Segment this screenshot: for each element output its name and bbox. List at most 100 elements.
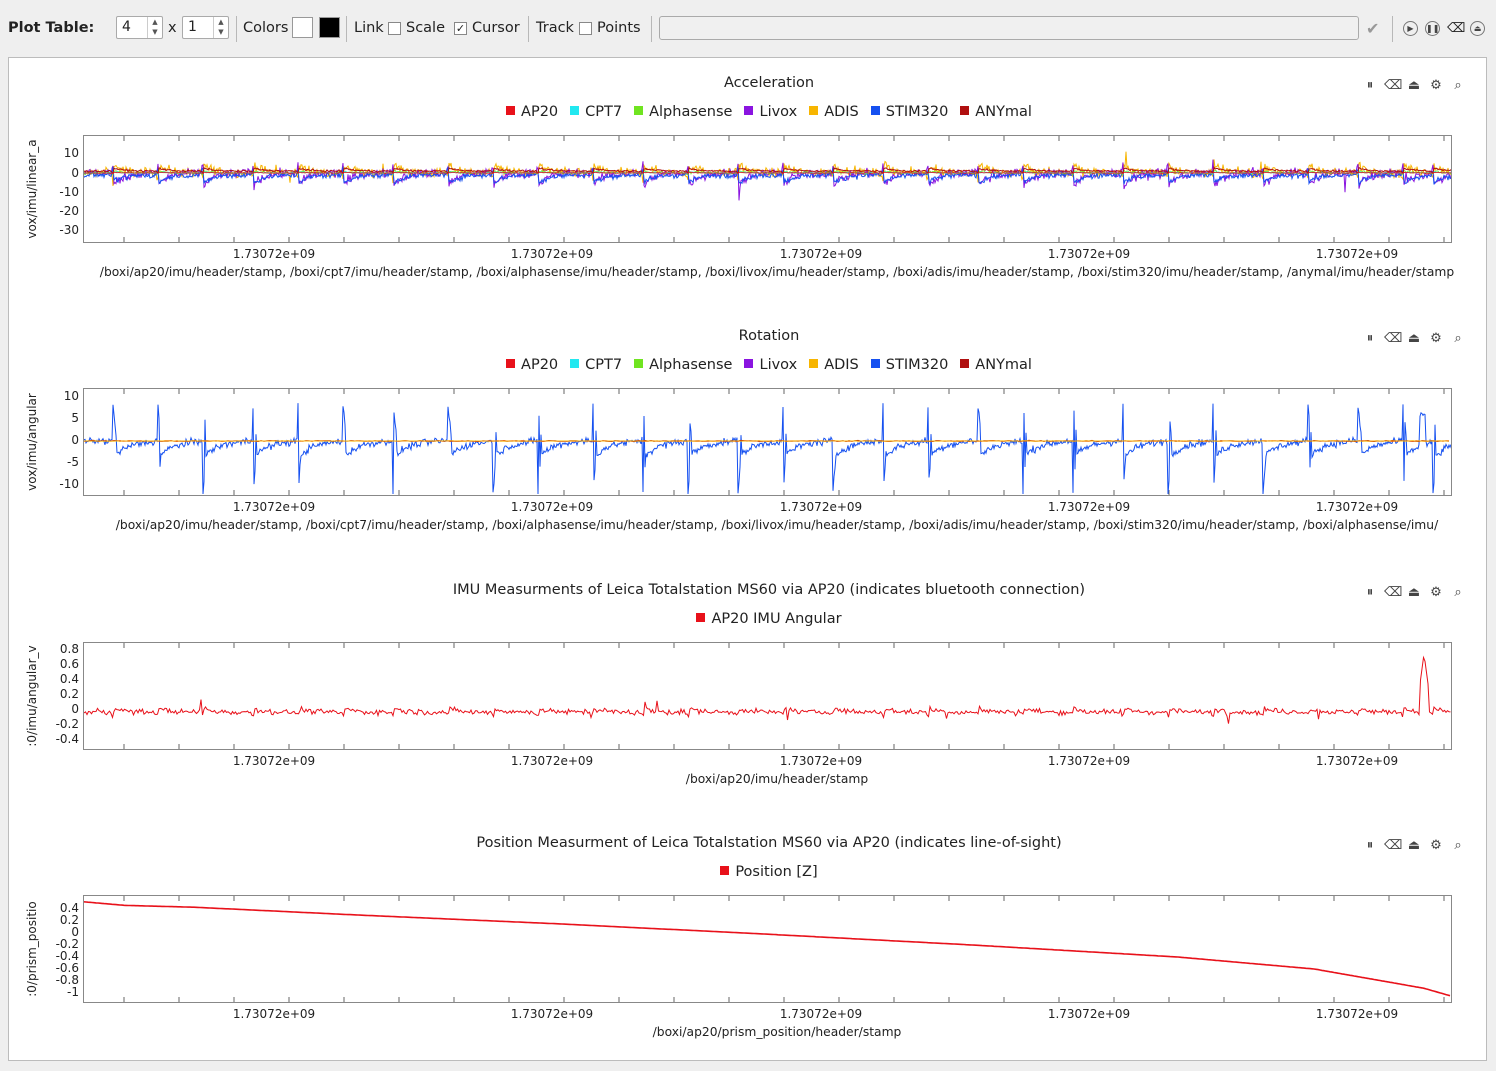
- y-tick-label: 0.2: [60, 687, 79, 701]
- eject-icon[interactable]: ⏏: [1406, 585, 1422, 601]
- plot-canvas[interactable]: [83, 388, 1452, 496]
- legend-item[interactable]: ADIS: [809, 357, 859, 373]
- legend-item[interactable]: Alphasense: [634, 357, 732, 373]
- x-tick-label: 1.73072e+09: [1048, 754, 1130, 768]
- up-arrow-icon[interactable]: ▲: [214, 17, 228, 27]
- scale-checkbox[interactable]: Scale: [388, 14, 445, 42]
- legend: AP20 CPT7 Alphasense Livox ADIS STIM320 ANYmal: [9, 357, 1496, 373]
- pause-icon[interactable]: ⏸: [1362, 838, 1378, 854]
- clear-icon[interactable]: ⌫: [1384, 838, 1400, 854]
- legend-item[interactable]: Alphasense: [634, 104, 732, 120]
- plot-canvas[interactable]: [83, 642, 1452, 750]
- eject-icon[interactable]: ⏏: [1406, 331, 1422, 347]
- x-tick-label: 1.73072e+09: [233, 754, 315, 768]
- foreground-color-button[interactable]: [319, 17, 340, 38]
- plot-svg[interactable]: [84, 643, 1451, 749]
- plot-canvas[interactable]: [83, 895, 1452, 1003]
- legend-item[interactable]: Livox: [744, 357, 797, 373]
- checkmark-icon[interactable]: ✔: [1366, 14, 1379, 42]
- legend-item[interactable]: ADIS: [809, 104, 859, 120]
- cols-stepper[interactable]: ▲▼: [213, 17, 228, 38]
- down-arrow-icon[interactable]: ▼: [214, 27, 228, 37]
- legend-item[interactable]: CPT7: [570, 104, 622, 120]
- gear-icon[interactable]: ⚙: [1428, 331, 1444, 347]
- plot-title: Acceleration: [9, 75, 1496, 91]
- separator: [1392, 16, 1393, 42]
- y-tick-label: 0.8: [60, 642, 79, 656]
- y-tick-label: 10: [64, 146, 79, 160]
- legend-swatch: [809, 106, 818, 115]
- clear-icon[interactable]: ⌫: [1447, 14, 1465, 42]
- zoom-icon[interactable]: ⌕: [1450, 585, 1466, 601]
- series-adis: [84, 152, 1451, 186]
- y-tick-label: -0.4: [56, 732, 79, 746]
- plot-svg[interactable]: [84, 136, 1451, 242]
- zoom-icon[interactable]: ⌕: [1450, 838, 1466, 854]
- legend-label: AP20: [521, 104, 558, 120]
- plot-svg[interactable]: [84, 896, 1451, 1002]
- points-checkbox[interactable]: Points: [579, 14, 641, 42]
- legend-label: Livox: [759, 104, 797, 120]
- eject-icon[interactable]: ⏏: [1470, 21, 1485, 36]
- points-checkbox-box[interactable]: [579, 22, 592, 35]
- legend-item[interactable]: CPT7: [570, 357, 622, 373]
- legend-item[interactable]: STIM320: [871, 357, 949, 373]
- zoom-icon[interactable]: ⌕: [1450, 331, 1466, 347]
- pause-icon[interactable]: ⏸: [1362, 78, 1378, 94]
- pause-icon[interactable]: ⏸: [1362, 585, 1378, 601]
- plot-svg[interactable]: [84, 389, 1451, 495]
- y-tick-label: 5: [71, 411, 79, 425]
- legend-item[interactable]: Position [Z]: [720, 864, 817, 880]
- legend-item[interactable]: ANYmal: [960, 357, 1032, 373]
- y-tick-label: 0: [71, 433, 79, 447]
- legend-swatch: [871, 106, 880, 115]
- track-label: Track: [536, 14, 574, 42]
- plot-4[interactable]: Position Measurment of Leica Totalstatio…: [9, 818, 1486, 1071]
- legend-item[interactable]: STIM320: [871, 104, 949, 120]
- track-input[interactable]: [659, 16, 1359, 40]
- legend-label: Alphasense: [649, 357, 732, 373]
- x-axis-label: /boxi/ap20/imu/header/stamp, /boxi/cpt7/…: [9, 265, 1496, 279]
- pause-icon[interactable]: ⏸: [1362, 331, 1378, 347]
- x-tick-label: 1.73072e+09: [233, 247, 315, 261]
- zoom-icon[interactable]: ⌕: [1450, 78, 1466, 94]
- legend-item[interactable]: Livox: [744, 104, 797, 120]
- pause-icon[interactable]: ❚❚: [1425, 21, 1440, 36]
- clear-icon[interactable]: ⌫: [1384, 585, 1400, 601]
- rows-spinbox[interactable]: 4 ▲▼: [116, 16, 163, 39]
- legend-label: AP20: [521, 357, 558, 373]
- up-arrow-icon[interactable]: ▲: [148, 17, 162, 27]
- clear-icon[interactable]: ⌫: [1384, 331, 1400, 347]
- clear-icon[interactable]: ⌫: [1384, 78, 1400, 94]
- legend-item[interactable]: ANYmal: [960, 104, 1032, 120]
- rows-stepper[interactable]: ▲▼: [147, 17, 162, 38]
- separator: [528, 16, 529, 42]
- legend-swatch: [871, 359, 880, 368]
- gear-icon[interactable]: ⚙: [1428, 78, 1444, 94]
- legend-item[interactable]: AP20: [506, 357, 558, 373]
- scale-checkbox-box[interactable]: [388, 22, 401, 35]
- plot-canvas[interactable]: [83, 135, 1452, 243]
- gear-icon[interactable]: ⚙: [1428, 838, 1444, 854]
- x-tick-label: 1.73072e+09: [780, 754, 862, 768]
- cursor-checkbox[interactable]: ✓Cursor: [454, 14, 520, 42]
- plot-3[interactable]: IMU Measurments of Leica Totalstation MS…: [9, 565, 1486, 818]
- eject-icon[interactable]: ⏏: [1406, 838, 1422, 854]
- toolbar: Plot Table: 4 ▲▼ x 1 ▲▼ Colors Link Scal…: [0, 0, 1496, 56]
- x-tick-label: 1.73072e+09: [780, 1007, 862, 1021]
- cursor-checkbox-box[interactable]: ✓: [454, 22, 467, 35]
- play-icon[interactable]: ▶: [1403, 21, 1418, 36]
- legend-item[interactable]: AP20 IMU Angular: [696, 611, 841, 627]
- legend-item[interactable]: AP20: [506, 104, 558, 120]
- down-arrow-icon[interactable]: ▼: [148, 27, 162, 37]
- y-tick-label: -0.2: [56, 717, 79, 731]
- background-color-button[interactable]: [292, 17, 313, 38]
- cols-spinbox[interactable]: 1 ▲▼: [182, 16, 229, 39]
- gear-icon[interactable]: ⚙: [1428, 585, 1444, 601]
- eject-icon[interactable]: ⏏: [1406, 78, 1422, 94]
